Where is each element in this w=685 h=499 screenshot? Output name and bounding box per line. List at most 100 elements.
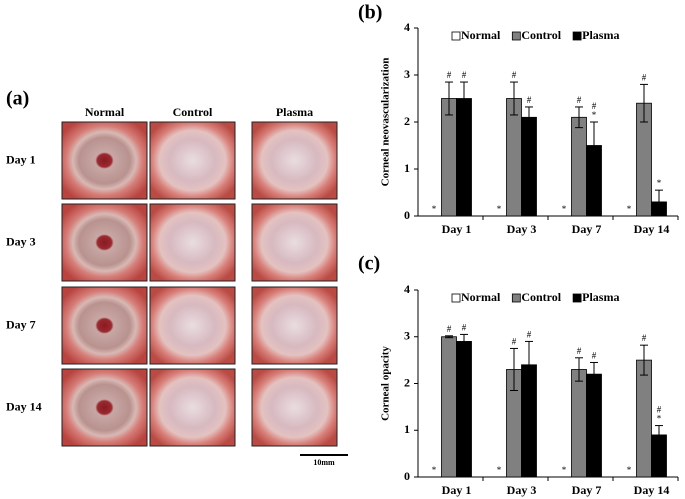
significance-mark: *: [497, 465, 502, 475]
error-bar: [590, 121, 598, 170]
row-label: Day 3: [6, 234, 36, 248]
legend-label: Plasma: [582, 28, 619, 42]
photo: [61, 368, 148, 447]
y-tick-label: 1: [404, 422, 410, 436]
row-label: Day 7: [6, 317, 36, 331]
bar: [441, 336, 457, 478]
row-label: Day 1: [6, 152, 36, 166]
significance-mark: #: [577, 95, 582, 105]
photo: [149, 286, 236, 365]
photo: [251, 121, 338, 200]
y-axis-label: Corneal opacity: [380, 346, 392, 421]
y-tick-label: 4: [404, 282, 410, 296]
row-label: Day 14: [6, 399, 42, 413]
legend-swatch: [572, 293, 582, 303]
x-tick-label: Day 3: [507, 222, 537, 236]
error-bar: [510, 81, 518, 116]
y-tick-label: 2: [404, 114, 410, 128]
significance-mark: #: [462, 322, 467, 332]
significance-mark: #: [577, 346, 582, 356]
legend-label: Control: [521, 290, 561, 304]
error-bar: [445, 335, 453, 339]
significance-mark: #: [447, 70, 452, 80]
photo: [61, 203, 148, 282]
legend-swatch: [451, 293, 461, 303]
error-bar: [525, 106, 533, 129]
x-tick-label: Day 14: [634, 483, 670, 497]
photo: [61, 286, 148, 365]
column-header: Control: [173, 105, 213, 119]
error-bar: [460, 81, 468, 116]
y-axis-label: Corneal neovascularization: [380, 58, 392, 187]
significance-mark: *: [432, 465, 437, 475]
legend-swatch: [451, 31, 461, 41]
bar: [571, 369, 587, 478]
significance-mark: #: [592, 101, 597, 111]
legend-swatch: [511, 293, 521, 303]
bar: [636, 359, 652, 478]
y-tick-label: 2: [404, 375, 410, 389]
panel-label: (b): [358, 2, 382, 24]
photo: [251, 286, 338, 365]
significance-mark: *: [627, 465, 632, 475]
photo: [251, 203, 338, 282]
error-bar: [460, 333, 468, 349]
bar: [456, 98, 472, 217]
scale-bar-label: 10mm: [313, 458, 335, 467]
error-bar: [510, 347, 518, 392]
y-tick-label: 1: [404, 161, 410, 175]
significance-mark: #: [462, 70, 467, 80]
x-tick-label: Day 14: [634, 222, 670, 236]
error-bar: [590, 361, 598, 387]
legend-swatch: [572, 31, 582, 41]
legend-label: Control: [521, 28, 561, 42]
legend-swatch: [511, 31, 521, 41]
x-tick-label: Day 7: [572, 222, 602, 236]
column-header: Plasma: [276, 105, 313, 119]
significance-mark: *: [657, 414, 662, 424]
significance-mark: #: [527, 95, 532, 105]
legend-label: Normal: [461, 290, 501, 304]
error-bar: [575, 106, 583, 129]
error-bar: [655, 425, 663, 445]
column-header: Normal: [85, 105, 125, 119]
photo: [149, 121, 236, 200]
significance-mark: #: [447, 324, 452, 334]
significance-mark: #: [512, 70, 517, 80]
significance-mark: *: [432, 204, 437, 214]
legend-label: Normal: [461, 28, 501, 42]
panel-label: (a): [6, 88, 29, 110]
significance-mark: *: [562, 465, 567, 475]
significance-mark: #: [657, 405, 662, 415]
bar: [586, 373, 602, 478]
y-tick-label: 3: [404, 329, 410, 343]
bar: [571, 116, 587, 217]
photo: [251, 368, 338, 447]
significance-mark: *: [562, 204, 567, 214]
y-tick-label: 3: [404, 67, 410, 81]
significance-mark: #: [642, 333, 647, 343]
x-tick-label: Day 1: [442, 222, 472, 236]
significance-mark: #: [592, 351, 597, 361]
bar: [521, 116, 537, 217]
error-bar: [640, 344, 648, 376]
photo: [149, 203, 236, 282]
bar: [506, 98, 522, 217]
error-bar: [445, 81, 453, 116]
significance-mark: *: [592, 110, 597, 120]
significance-mark: #: [512, 337, 517, 347]
x-tick-label: Day 1: [442, 483, 472, 497]
photo: [61, 121, 148, 200]
panel-label: (c): [358, 253, 380, 275]
significance-mark: *: [657, 178, 662, 188]
bar: [441, 98, 457, 217]
significance-mark: #: [642, 72, 647, 82]
bar: [456, 341, 472, 478]
significance-mark: *: [627, 204, 632, 214]
y-tick-label: 0: [404, 469, 410, 483]
x-tick-label: Day 3: [507, 483, 537, 497]
significance-mark: *: [497, 204, 502, 214]
error-bar: [640, 83, 648, 123]
error-bar: [575, 357, 583, 382]
